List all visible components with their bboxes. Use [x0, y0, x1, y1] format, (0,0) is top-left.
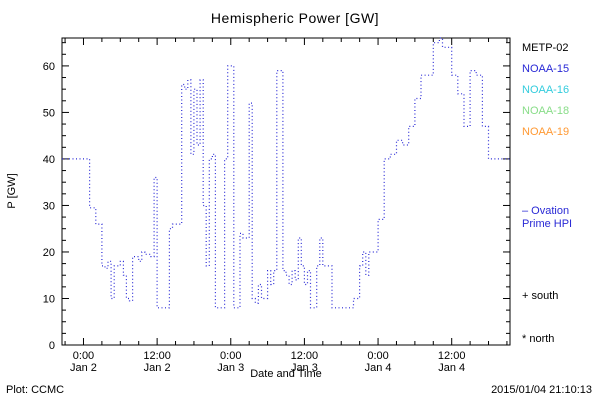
svg-text:0:00: 0:00: [367, 350, 388, 362]
svg-text:0:00: 0:00: [220, 350, 241, 362]
legend-model-line1: – Ovation: [522, 205, 570, 217]
svg-text:Jan 4: Jan 4: [438, 362, 465, 374]
legend-item-noaa-19: NOAA-19: [522, 126, 570, 138]
svg-text:12:00: 12:00: [291, 350, 319, 362]
legend: METP-02 NOAA-15 NOAA-16 NOAA-18 NOAA-19 …: [522, 0, 600, 400]
svg-text:40: 40: [43, 154, 55, 166]
svg-text:10: 10: [43, 293, 55, 305]
svg-text:12:00: 12:00: [438, 350, 466, 362]
x-axis-label: Date and Time: [250, 368, 322, 380]
svg-text:Jan 4: Jan 4: [365, 362, 392, 374]
svg-text:60: 60: [43, 61, 55, 73]
legend-item-noaa-16: NOAA-16: [522, 84, 570, 96]
legend-marker-north: * north: [522, 333, 555, 345]
svg-text:Jan 3: Jan 3: [291, 362, 318, 374]
svg-text:50: 50: [43, 107, 55, 119]
svg-text:Jan 3: Jan 3: [217, 362, 244, 374]
legend-item-noaa-15: NOAA-15: [522, 63, 570, 75]
legend-model-ovation-prime: – Ovation Prime HPI: [522, 205, 572, 231]
legend-model-line2: Prime HPI: [522, 218, 573, 230]
y-axis-label: P [GW]: [6, 173, 18, 209]
svg-text:20: 20: [43, 247, 55, 259]
legend-marker-south: + south: [522, 290, 559, 302]
svg-text:12:00: 12:00: [143, 350, 171, 362]
legend-item-noaa-18: NOAA-18: [522, 105, 570, 117]
chart-title: Hemispheric Power [GW]: [210, 10, 380, 26]
plot-timestamp: 2015/01/04 21:10:13: [491, 384, 592, 396]
svg-text:Jan 2: Jan 2: [144, 362, 171, 374]
svg-text:30: 30: [43, 200, 55, 212]
svg-text:Jan 2: Jan 2: [70, 362, 97, 374]
legend-item-metp-02: METP-02: [522, 42, 569, 54]
plot-source-label: Plot: CCMC: [6, 384, 65, 396]
svg-text:0:00: 0:00: [73, 350, 94, 362]
svg-text:0: 0: [49, 340, 55, 352]
